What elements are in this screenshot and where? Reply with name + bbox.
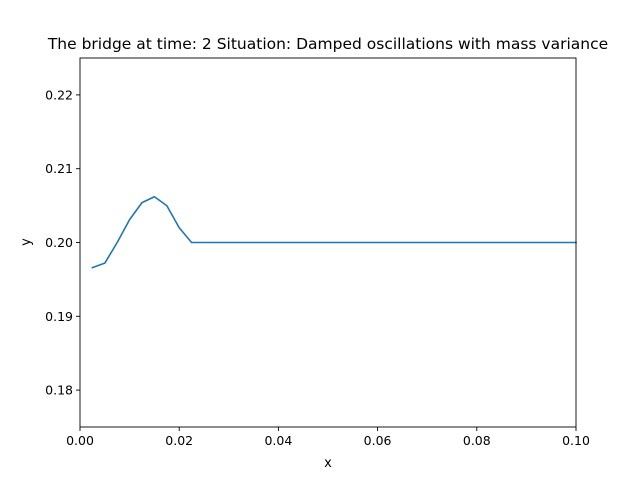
series-line-0 [91,195,577,269]
x-axis-label: x [324,456,332,471]
x-tick-label: 0.08 [463,433,491,448]
y-axis-label: y [19,238,34,246]
x-tick-label: 0.10 [562,433,590,448]
y-tick-label: 0.20 [45,235,73,250]
y-tick-label: 0.19 [45,309,73,324]
y-axis-ticks: 0.18 0.19 0.20 0.21 0.22 [45,87,80,398]
y-tick-label: 0.21 [45,161,73,176]
x-axis-ticks: 0.00 0.02 0.04 0.06 0.08 0.10 [66,427,590,448]
chart-title: The bridge at time: 2 Situation: Damped … [47,35,608,53]
x-tick-label: 0.00 [66,433,94,448]
y-tick-label: 0.18 [45,383,73,398]
x-tick-label: 0.06 [364,433,392,448]
plot-area [79,57,577,428]
y-tick-label: 0.22 [45,87,73,102]
x-tick-label: 0.02 [165,433,193,448]
x-tick-label: 0.04 [264,433,292,448]
